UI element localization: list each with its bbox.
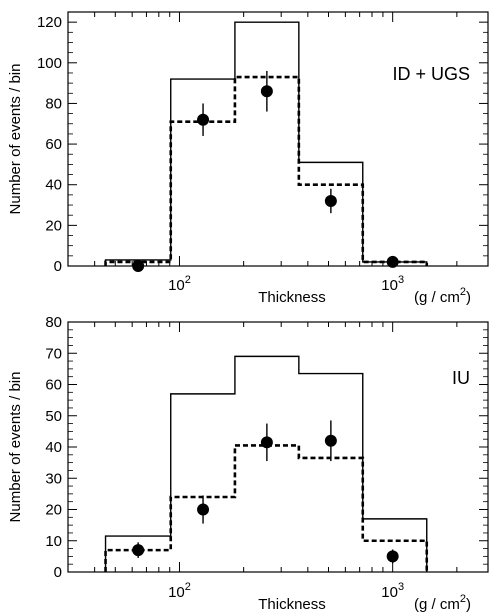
histogram-dashed	[104, 75, 429, 266]
y-tick-label: 80	[45, 95, 62, 112]
data-point	[132, 260, 145, 272]
y-tick-label: 0	[54, 258, 62, 275]
x-tick-label: 103	[381, 581, 404, 601]
chart-panel-bottom: 0 10 20 30 40 50 60 70 80 102 103 Thickness (g / cm2…	[7, 314, 489, 613]
x-axis-label: Thickness	[258, 289, 326, 306]
y-tick-label: 100	[37, 55, 62, 72]
data-point	[260, 436, 273, 449]
data-point	[324, 194, 337, 207]
y-tick-label: 30	[45, 470, 62, 487]
x-tick-label: 103	[381, 274, 404, 294]
y-tick-label: 40	[45, 439, 62, 456]
x-axis-unit: (g / cm2)	[414, 286, 471, 306]
x-tick-label: 102	[168, 274, 191, 294]
histogram-solid	[104, 355, 428, 572]
y-tick-label: 0	[54, 564, 62, 581]
y-axis-label: Number of events / bin	[7, 372, 24, 523]
x-axis-unit: (g / cm2)	[414, 593, 471, 613]
y-tick-label: 70	[45, 345, 62, 362]
y-tick-label: 10	[45, 533, 62, 550]
data-point	[386, 255, 399, 268]
data-point	[197, 503, 210, 516]
y-tick-label: 20	[45, 217, 62, 234]
y-tick-label: 60	[45, 377, 62, 394]
y-tick-label: 50	[45, 408, 62, 425]
y-tick-label: 80	[45, 314, 62, 331]
y-axis-label: Number of events / bin	[7, 64, 24, 215]
y-tick-label: 120	[37, 14, 62, 31]
histogram-solid	[104, 21, 428, 266]
y-tick-label: 60	[45, 136, 62, 153]
data-point	[324, 434, 337, 447]
data-point	[197, 113, 210, 126]
panel-annotation: IU	[452, 368, 470, 388]
panel-annotation: ID + UGS	[392, 64, 470, 84]
histogram-dashed	[104, 444, 429, 572]
y-tick-label: 20	[45, 502, 62, 519]
data-point	[386, 550, 399, 563]
plot-frame	[67, 11, 489, 267]
plot-frame	[67, 321, 489, 573]
data-point	[132, 544, 145, 557]
data-point	[260, 85, 273, 98]
y-tick-label: 40	[45, 177, 62, 194]
x-axis-label: Thickness	[258, 596, 326, 613]
x-tick-label: 102	[168, 581, 191, 601]
chart-panel-top: 0 20 40 60 80 100 120 102 103 Thickness (g / cm2) N…	[7, 11, 489, 306]
